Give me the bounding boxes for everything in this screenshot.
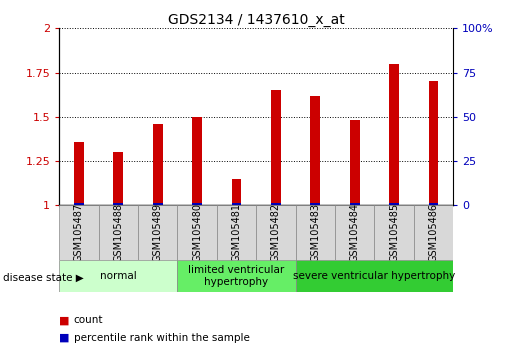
Bar [374, 205, 414, 260]
Bar [311, 96, 320, 205]
Bar [296, 205, 335, 260]
Bar [217, 205, 256, 260]
Bar [428, 81, 438, 205]
Bar [350, 120, 359, 205]
Bar [59, 260, 177, 292]
Bar [389, 64, 399, 205]
Text: GSM105485: GSM105485 [389, 203, 399, 262]
Bar [335, 205, 374, 260]
Bar [232, 203, 242, 205]
Bar [428, 203, 438, 205]
Text: normal: normal [100, 271, 136, 281]
Text: GSM105484: GSM105484 [350, 203, 359, 262]
Text: count: count [74, 315, 103, 325]
Text: GSM105488: GSM105488 [113, 203, 123, 262]
Bar [192, 117, 202, 205]
Text: GSM105480: GSM105480 [192, 203, 202, 262]
Bar [232, 179, 242, 205]
Text: ■: ■ [59, 315, 70, 325]
Bar [271, 203, 281, 205]
Bar [414, 205, 453, 260]
Bar [99, 205, 138, 260]
Bar [350, 203, 359, 205]
Bar [113, 152, 123, 205]
Bar [311, 203, 320, 205]
Bar [138, 205, 177, 260]
Bar [177, 205, 217, 260]
Bar [296, 260, 453, 292]
Text: GSM105481: GSM105481 [232, 203, 242, 262]
Text: disease state ▶: disease state ▶ [3, 273, 83, 283]
Text: GSM105486: GSM105486 [428, 203, 438, 262]
Bar [177, 260, 296, 292]
Bar [59, 205, 99, 260]
Text: severe ventricular hypertrophy: severe ventricular hypertrophy [293, 271, 456, 281]
Text: GSM105489: GSM105489 [153, 203, 163, 262]
Title: GDS2134 / 1437610_x_at: GDS2134 / 1437610_x_at [168, 13, 345, 27]
Text: ■: ■ [59, 333, 70, 343]
Bar [113, 203, 123, 205]
Text: GSM105487: GSM105487 [74, 203, 84, 262]
Bar [256, 205, 296, 260]
Bar [153, 203, 163, 205]
Bar [389, 203, 399, 205]
Bar [271, 90, 281, 205]
Text: percentile rank within the sample: percentile rank within the sample [74, 333, 250, 343]
Bar [192, 203, 202, 205]
Text: GSM105482: GSM105482 [271, 203, 281, 262]
Text: limited ventricular
hypertrophy: limited ventricular hypertrophy [188, 265, 285, 287]
Text: GSM105483: GSM105483 [311, 203, 320, 262]
Bar [74, 203, 84, 205]
Bar [74, 142, 84, 205]
Bar [153, 124, 163, 205]
